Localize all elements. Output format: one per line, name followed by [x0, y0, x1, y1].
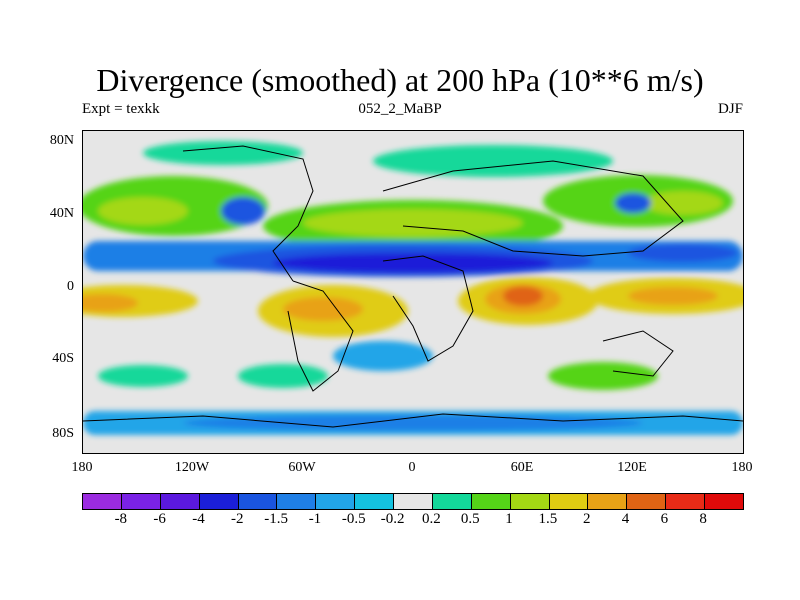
lon-label-60w: 60W	[288, 460, 316, 475]
lon-label-0: 0	[408, 460, 416, 475]
lat-label-40s: 40S	[52, 351, 74, 366]
lon-label-180e: 180	[731, 460, 753, 475]
colorbar-swatch	[277, 494, 317, 509]
colorbar-swatch	[121, 494, 161, 509]
colorbar-label: 6	[660, 511, 669, 527]
colorbar-label: -0.5	[341, 511, 366, 527]
colorbar-swatch	[666, 494, 705, 509]
field-yellowgreen-ne	[643, 191, 723, 215]
coast-south-america	[287, 280, 354, 392]
lon-label-120e: 120E	[617, 460, 647, 475]
colorbar-swatch	[549, 494, 589, 509]
colorbar-swatch	[627, 494, 667, 509]
colorbar-label: -1	[308, 511, 322, 527]
lon-label-180w: 180	[71, 460, 93, 475]
colorbar-swatch	[471, 494, 511, 509]
coast-australia	[602, 330, 674, 377]
colorbar-swatch	[199, 494, 239, 509]
season-label: DJF	[717, 101, 743, 117]
divergence-field	[83, 141, 743, 435]
lon-label-120w: 120W	[174, 460, 210, 475]
colorbar-label: 8	[699, 511, 707, 527]
field-teal-arctic-w	[143, 141, 303, 165]
colorbar-label: -2	[231, 511, 244, 527]
colorbar-swatch	[705, 494, 743, 509]
colorbar-swatch	[83, 494, 122, 509]
field-blue-south-atlantic	[333, 341, 433, 371]
colorbar-swatch	[238, 494, 278, 509]
colorbar	[82, 493, 744, 510]
lon-label-60e: 60E	[510, 460, 534, 475]
field-green-south-indian	[548, 362, 658, 390]
colorbar-swatch	[355, 494, 394, 509]
colorbar-label: -1.5	[264, 511, 288, 527]
lat-label-80n: 80N	[49, 133, 74, 148]
run-label: 052_2_MaBP	[358, 101, 442, 117]
coastlines	[83, 145, 743, 428]
field-yellowgreen-n	[303, 209, 523, 237]
field-blue-asia-n	[615, 193, 651, 213]
colorbar-label: 1.5	[538, 511, 558, 527]
colorbar-label: -6	[153, 511, 166, 527]
colorbar-swatch	[588, 494, 628, 509]
field-teal-arctic	[373, 145, 613, 177]
field-blue-belt-east	[628, 244, 738, 262]
divergence-map	[82, 130, 744, 454]
field-teal-sw	[98, 365, 188, 387]
coast-africa	[382, 255, 474, 362]
field-orange-pacific	[628, 287, 718, 305]
field-orange-west	[83, 294, 138, 312]
colorbar-label: -4	[192, 511, 205, 527]
colorbar-label: 2	[582, 511, 591, 527]
colorbar-label: 1	[505, 511, 513, 527]
field-blue-pacific-n	[221, 197, 265, 225]
coast-antarctica	[83, 413, 743, 428]
colorbar-label: 4	[621, 511, 630, 527]
coast-north-america	[182, 145, 314, 282]
field-orange-samerica	[283, 297, 363, 321]
field-yellowgreen-nw	[98, 197, 188, 225]
field-teal-south-pacific	[238, 364, 328, 388]
experiment-label: Expt = texkk	[82, 101, 160, 117]
lat-label-80s: 80S	[52, 426, 74, 441]
lat-label-eq: 0	[67, 279, 74, 294]
field-blue-belt-core	[273, 253, 553, 273]
coast-eurasia	[382, 160, 684, 257]
colorbar-swatch	[394, 494, 433, 509]
colorbar-swatch	[316, 494, 356, 509]
chart-title: Divergence (smoothed) at 200 hPa (10**6 …	[96, 62, 704, 98]
lat-label-40n: 40N	[49, 206, 74, 221]
colorbar-label: 0.5	[460, 511, 480, 527]
colorbar-swatch	[160, 494, 200, 509]
field-red-indian	[503, 286, 543, 306]
colorbar-label: -8	[114, 511, 128, 527]
colorbar-swatch	[510, 494, 550, 509]
colorbar-label: 0.2	[422, 511, 441, 527]
colorbar-swatch	[432, 494, 472, 509]
colorbar-label: -0.2	[380, 511, 405, 527]
map-svg	[83, 131, 743, 453]
